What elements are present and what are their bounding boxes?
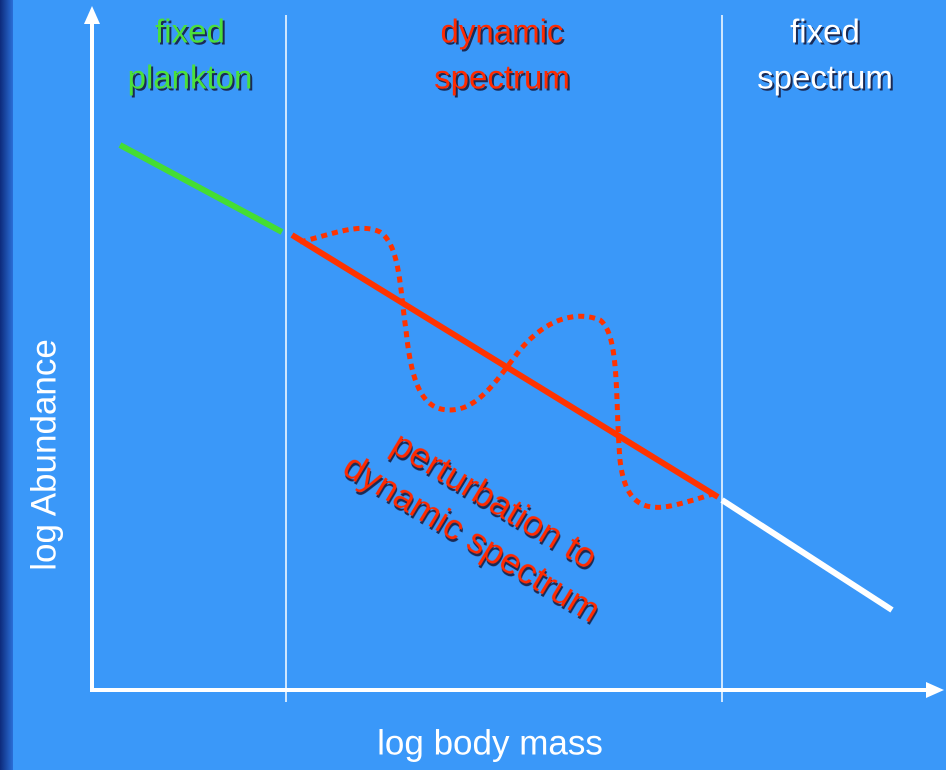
x-axis-label: log body mass	[377, 723, 603, 762]
dynamic-line	[290, 232, 720, 500]
region-label: fixed	[790, 13, 860, 50]
fixed-line	[720, 497, 894, 613]
region-label: dynamic	[441, 13, 564, 50]
x-axis-arrow	[926, 682, 944, 698]
region-label: plankton	[128, 59, 253, 96]
left-edge	[0, 0, 13, 770]
plankton-line	[118, 142, 284, 235]
y-axis-label: log Abundance	[24, 339, 63, 571]
region-label: fixed	[155, 13, 225, 50]
region-label: spectrum	[434, 59, 570, 96]
region-label: spectrum	[757, 59, 893, 96]
y-axis-arrow	[84, 6, 100, 24]
